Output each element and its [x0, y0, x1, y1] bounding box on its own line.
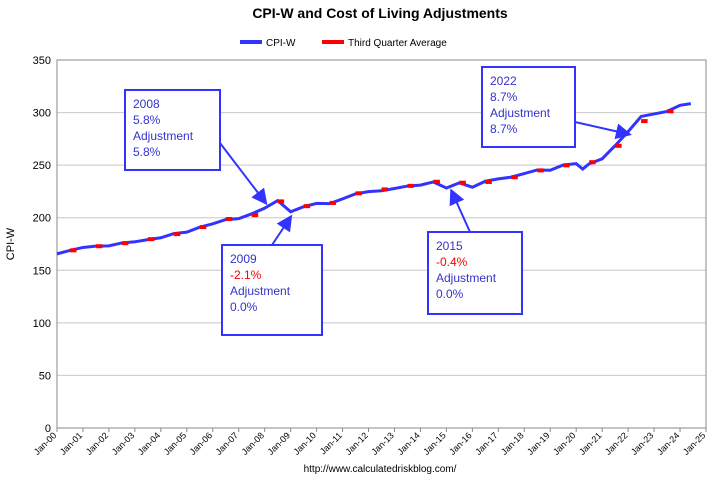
source: http://www.calculatedriskblog.com/	[304, 464, 457, 475]
x-tick-label: Jan-06	[188, 430, 215, 457]
x-tick-label: Jan-11	[318, 430, 344, 456]
x-tick-label: Jan-21	[577, 430, 604, 457]
x-tick-label: Jan-13	[369, 430, 396, 457]
x-tick-label: Jan-12	[343, 430, 370, 457]
annotation-adjustment: 5.8%	[133, 145, 161, 159]
annotation-label: Adjustment	[436, 271, 497, 285]
annotation-label: Adjustment	[230, 284, 291, 298]
annotation-label: Adjustment	[490, 106, 551, 120]
x-tick-label: Jan-17	[473, 430, 500, 457]
annotation-box	[221, 244, 323, 336]
x-tick-label: Jan-25	[681, 430, 708, 457]
y-tick-label: 100	[33, 318, 51, 330]
annotation-change: -0.4%	[436, 255, 468, 269]
x-tick-label: Jan-05	[162, 430, 189, 457]
x-tick-label: Jan-01	[58, 430, 85, 457]
x-tick-label: Jan-10	[291, 430, 318, 457]
annotation-arrow	[219, 142, 268, 206]
x-tick-label: Jan-08	[240, 430, 267, 457]
x-tick-label: Jan-24	[655, 430, 682, 457]
annotation-adjustment: 8.7%	[490, 122, 518, 136]
y-tick-label: 200	[33, 213, 51, 225]
x-tick-label: Jan-20	[551, 430, 578, 457]
x-tick-label: Jan-18	[499, 430, 526, 457]
annotation-change: 8.7%	[490, 90, 518, 104]
legend-label: CPI-W	[266, 38, 296, 49]
x-tick-label: Jan-14	[395, 430, 422, 457]
annotation-box	[427, 231, 523, 315]
y-tick-label: 300	[33, 108, 51, 120]
annotation-arrow	[574, 121, 632, 140]
y-tick-label: 50	[39, 370, 51, 382]
plot-border	[56, 59, 707, 429]
annotation-box	[481, 66, 576, 148]
annotation-adjustment: 0.0%	[230, 300, 258, 314]
chart-title: CPI-W and Cost of Living Adjustments	[252, 5, 508, 21]
annotation-box	[124, 89, 221, 171]
x-tick-label: Jan-15	[421, 430, 448, 457]
x-tick-label: Jan-02	[84, 430, 111, 457]
annotation-year: 2022	[490, 74, 517, 88]
annotation-adjustment: 0.0%	[436, 287, 464, 301]
x-tick-label: Jan-04	[136, 430, 163, 457]
x-tick-label: Jan-16	[447, 430, 474, 457]
x-tick-label: Jan-19	[525, 430, 552, 457]
x-tick-label: Jan-07	[214, 430, 241, 457]
legend-label: Third Quarter Average	[348, 38, 447, 49]
y-tick-label: 150	[33, 265, 51, 277]
x-tick-label: Jan-23	[629, 430, 656, 457]
y-tick-label: 0	[45, 423, 51, 435]
y-axis-label: CPI-W	[5, 227, 17, 260]
annotation-year: 2015	[436, 239, 463, 253]
annotation-year: 2008	[133, 97, 160, 111]
y-tick-label: 350	[33, 55, 51, 67]
x-tick-label: Jan-03	[110, 430, 137, 457]
annotation-arrow	[449, 188, 471, 233]
annotation-arrow	[271, 214, 293, 246]
x-tick-label: Jan-09	[266, 430, 293, 457]
annotation-change: 5.8%	[133, 113, 161, 127]
x-tick-label: Jan-22	[603, 430, 630, 457]
annotation-label: Adjustment	[133, 129, 194, 143]
annotation-year: 2009	[230, 252, 257, 266]
y-tick-label: 250	[33, 160, 51, 172]
annotation-change: -2.1%	[230, 268, 262, 282]
